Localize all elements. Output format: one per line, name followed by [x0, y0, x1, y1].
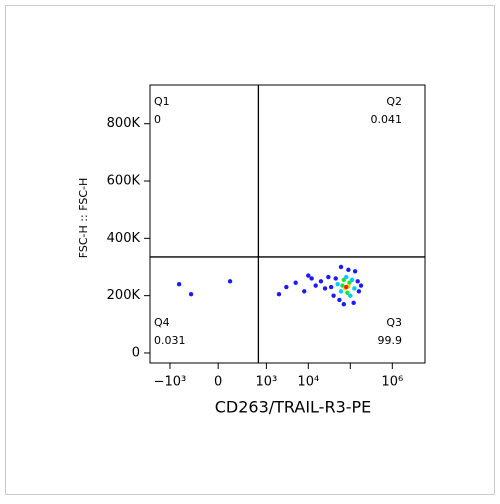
plot-box: [149, 84, 426, 364]
event-point: [345, 290, 350, 295]
event-point: [344, 284, 349, 290]
x-tick-label: 10³: [256, 375, 278, 390]
quadrant-name: Q4: [154, 316, 170, 329]
event-point: [344, 274, 349, 280]
event-point: [302, 289, 307, 294]
event-point: [331, 293, 336, 298]
event-point: [276, 292, 282, 297]
event-point: [341, 277, 347, 283]
event-point: [348, 293, 353, 298]
event-point: [227, 279, 233, 284]
event-point: [293, 280, 298, 285]
quadrant-percent: 0.041: [371, 113, 403, 126]
event-point: [347, 280, 352, 285]
x-tick-label: 10⁴: [297, 375, 319, 390]
y-tick-label: 0: [132, 345, 140, 360]
event-point: [338, 289, 344, 294]
event-point: [322, 286, 328, 291]
event-point: [309, 276, 314, 281]
quadrant-percent: 99.9: [378, 334, 403, 347]
event-point: [318, 279, 324, 284]
quadrant-percent: 0.031: [154, 334, 186, 347]
y-tick-label: 200K: [107, 288, 141, 303]
event-point: [352, 286, 357, 291]
x-axis-title: CD263/TRAIL-R3-PE: [215, 398, 372, 417]
quadrant-name: Q2: [386, 95, 402, 108]
event-point: [351, 300, 356, 306]
event-point: [313, 283, 318, 288]
x-tick-label: 0: [214, 375, 222, 390]
y-tick-label: 400K: [107, 231, 141, 246]
event-point: [338, 264, 344, 270]
event-point: [333, 276, 338, 281]
event-point: [337, 297, 342, 303]
event-point: [346, 267, 351, 273]
x-tick-label: −10³: [154, 375, 187, 390]
event-point: [328, 284, 334, 290]
event-point: [326, 274, 331, 280]
quadrant-percent: 0: [154, 113, 161, 126]
y-axis-title: FSC-H :: FSC-H: [77, 178, 90, 258]
event-point: [176, 281, 182, 287]
event-point: [352, 269, 358, 274]
event-point: [341, 302, 347, 307]
event-point: [284, 284, 289, 290]
x-tick-label: 10⁶: [381, 375, 403, 390]
event-point: [355, 279, 360, 284]
quadrant-name: Q3: [386, 316, 402, 329]
event-point: [356, 289, 362, 294]
quadrant-name: Q1: [154, 95, 170, 108]
event-point: [349, 277, 355, 283]
frame: [5, 5, 495, 495]
event-point: [188, 292, 194, 297]
y-tick-label: 800K: [107, 116, 141, 131]
event-point: [335, 281, 340, 287]
event-point: [306, 273, 311, 278]
event-point: [358, 283, 364, 288]
y-tick-label: 600K: [107, 174, 141, 189]
event-point: [340, 283, 345, 288]
